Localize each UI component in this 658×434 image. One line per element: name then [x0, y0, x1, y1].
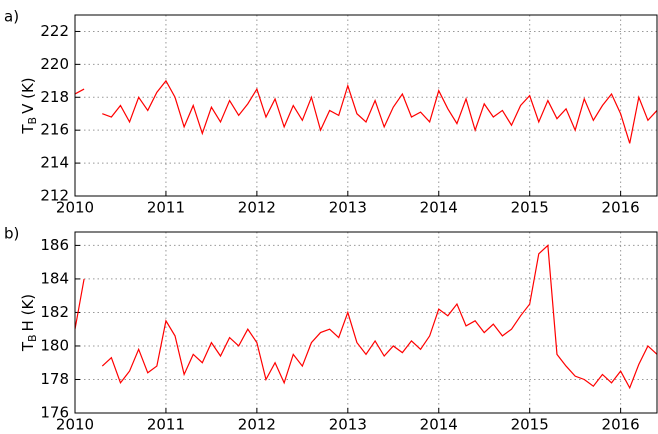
y-label-base: T	[19, 124, 37, 135]
y-tick-label: 212	[40, 187, 69, 205]
y-tick-label: 214	[40, 154, 69, 172]
y-tick-label: 182	[40, 303, 69, 321]
y-label-base: T	[19, 341, 37, 352]
x-tick-label: 2014	[420, 199, 458, 217]
x-tick-label: 2013	[329, 199, 367, 217]
x-tick-label: 2014	[420, 416, 458, 434]
y-label-sub: B	[26, 117, 39, 125]
y-tick-label: 216	[40, 121, 69, 139]
x-tick-label: 2010	[56, 416, 94, 434]
x-tick-label: 2016	[602, 416, 640, 434]
x-tick-label: 2011	[147, 199, 185, 217]
panel: 176 178 180 182 184 186 2010 2011 2012 2013 2014 20…	[4, 225, 658, 434]
x-tick-label: 2013	[329, 416, 367, 434]
x-tick-label: 2012	[238, 416, 276, 434]
y-tick-label: 222	[40, 22, 69, 40]
panel: 212 214 216 218 220 222 2010 2011 2012 2013 2014 20…	[4, 8, 658, 217]
y-axis-label: TB V (K)	[19, 77, 40, 134]
plot-frame	[74, 231, 658, 414]
y-axis-label: TB H (K)	[19, 294, 40, 352]
y-label-rest: H (K)	[19, 294, 37, 332]
panel-label: b)	[4, 225, 19, 243]
x-tick-label: 2012	[238, 199, 276, 217]
x-tick-label: 2016	[602, 199, 640, 217]
y-tick-label: 178	[40, 370, 69, 388]
y-label-rest: V (K)	[19, 77, 37, 114]
x-tick-label: 2010	[56, 199, 94, 217]
y-label-sub: B	[26, 334, 39, 342]
y-tick-label: 180	[40, 336, 69, 354]
x-tick-label: 2015	[511, 199, 549, 217]
y-tick-label: 220	[40, 55, 69, 73]
data-line	[75, 244, 657, 390]
y-tick-label: 186	[40, 236, 69, 254]
data-line	[75, 79, 657, 144]
panel-label: a)	[4, 8, 19, 26]
y-tick-label: 184	[40, 269, 69, 287]
y-tick-label: 218	[40, 88, 69, 106]
x-tick-label: 2015	[511, 416, 549, 434]
x-tick-label: 2011	[147, 416, 185, 434]
y-tick-label: 176	[40, 404, 69, 422]
plot-frame	[74, 14, 658, 197]
